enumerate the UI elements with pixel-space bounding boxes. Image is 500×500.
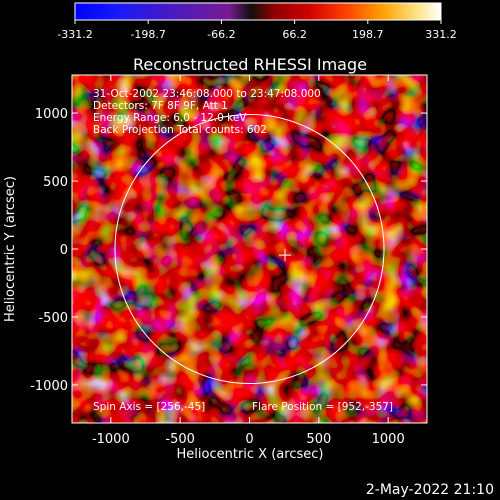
- colorbar-tick-label: -66.2: [207, 28, 235, 41]
- x-tick-label: 0: [245, 432, 253, 447]
- y-tick-label: -1000: [30, 379, 68, 394]
- y-axis-ticks: 1000 500 0 -500 -1000: [30, 107, 427, 394]
- info-method-counts: Back Projection Total counts: 602: [93, 124, 267, 136]
- flare-position-label: Flare Position = [952,-357]: [252, 401, 393, 413]
- colorbar-tick-label: 198.7: [352, 28, 384, 41]
- colorbar: -331.2 -198.7 -66.2 66.2 198.7 331.2: [57, 2, 457, 41]
- x-tick-label: 1000: [372, 432, 405, 447]
- x-tick-label: -500: [165, 432, 195, 447]
- timestamp: 2-May-2022 21:10: [366, 482, 494, 498]
- x-axis-ticks: -1000 -500 0 500 1000: [92, 75, 405, 447]
- y-tick-label: -500: [38, 311, 68, 326]
- y-axis-label: Heliocentric Y (arcsec): [3, 176, 18, 322]
- x-tick-label: 500: [306, 432, 331, 447]
- colorbar-ticks: -331.2 -198.7 -66.2 66.2 198.7 331.2: [57, 20, 457, 41]
- x-axis-label: Heliocentric X (arcsec): [177, 447, 324, 462]
- spin-axis-marker: [279, 249, 291, 262]
- y-tick-label: 0: [60, 243, 68, 258]
- colorbar-tick-label: 66.2: [282, 28, 307, 41]
- info-energy-range: Energy Range: 6.0 - 12.0 keV: [93, 112, 247, 124]
- colorbar-tick-label: -198.7: [130, 28, 165, 41]
- spin-axis-label: Spin Axis = [256,-45]: [93, 401, 205, 413]
- info-block: 31-Oct-2002 23:46:08.000 to 23:47:08.000…: [93, 88, 321, 136]
- info-time-range: 31-Oct-2002 23:46:08.000 to 23:47:08.000: [93, 88, 321, 100]
- x-tick-label: -1000: [92, 432, 130, 447]
- colorbar-tick-label: 331.2: [425, 28, 457, 41]
- solar-limb-circle: [114, 113, 385, 385]
- info-detectors: Detectors: 7F 8F 9F, Att 1: [93, 100, 228, 112]
- colorbar-gradient: [74, 2, 442, 21]
- colorbar-tick-label: -331.2: [57, 28, 92, 41]
- heatmap-image: [72, 75, 427, 423]
- y-tick-label: 1000: [35, 107, 68, 122]
- y-tick-label: 500: [43, 175, 68, 190]
- chart-title: Reconstructed RHESSI Image: [133, 55, 367, 74]
